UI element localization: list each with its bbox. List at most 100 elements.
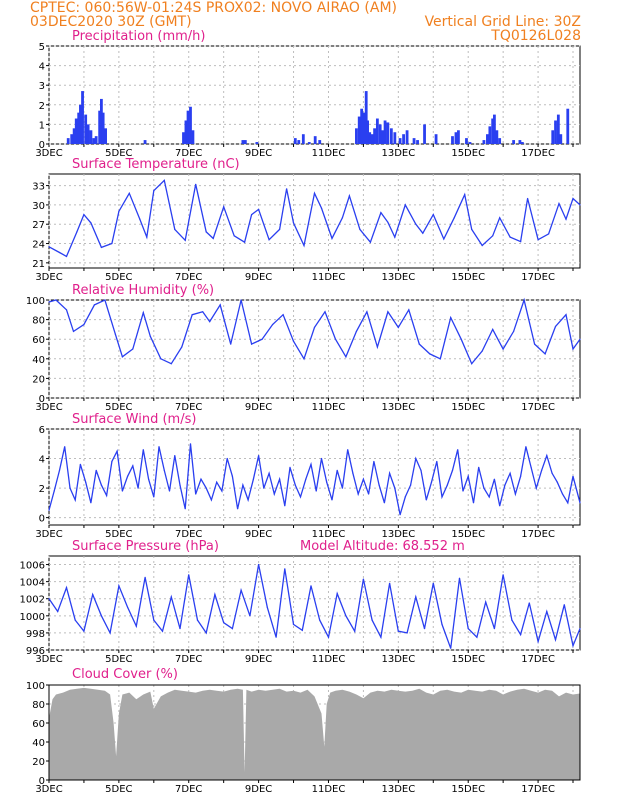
x-tick-label: 3DEC <box>35 654 62 665</box>
precip-bar <box>551 130 555 144</box>
x-tick-label: 7DEC <box>175 402 202 413</box>
data-point <box>174 455 176 457</box>
data-point <box>502 348 504 350</box>
data-point <box>499 217 501 219</box>
data-point <box>404 204 406 206</box>
data-point <box>219 304 221 306</box>
x-tick-label: 17DEC <box>521 529 555 540</box>
precip-bar <box>243 140 247 144</box>
header-vertical-grid-note: Vertical Grid Line: 30Z <box>424 14 581 30</box>
data-point <box>504 484 506 486</box>
precip-bar <box>301 134 305 144</box>
data-point <box>509 236 511 238</box>
x-tick-label: 5DEC <box>105 402 132 413</box>
data-point <box>548 233 550 235</box>
data-point <box>189 443 192 445</box>
panel-title: Surface Wind (m/s) <box>72 412 196 427</box>
data-point <box>161 630 164 632</box>
data-point <box>214 593 216 596</box>
data-point <box>380 636 382 638</box>
data-point <box>251 214 253 216</box>
data-point <box>258 208 260 210</box>
x-tick-label: 3DEC <box>35 272 62 283</box>
data-point <box>546 610 548 613</box>
x-tick-label: 11DEC <box>312 529 346 540</box>
data-point <box>95 469 97 471</box>
data-point <box>268 472 270 474</box>
data-point <box>432 582 434 584</box>
x-tick-label: 9DEC <box>245 402 272 413</box>
y-tick-label: 1002 <box>20 595 45 606</box>
data-point <box>160 358 162 360</box>
data-point <box>572 645 574 647</box>
data-point <box>153 496 155 498</box>
data-point <box>303 244 305 247</box>
x-tick-label: 5DEC <box>105 529 132 540</box>
data-point <box>458 577 461 579</box>
data-point <box>537 239 539 241</box>
y-tick-label: 996 <box>26 646 45 657</box>
data-point <box>118 585 120 587</box>
data-point <box>79 463 81 465</box>
data-point <box>579 502 581 504</box>
x-tick-label: 5DEC <box>105 654 132 665</box>
data-point <box>572 197 574 200</box>
data-point <box>310 585 312 587</box>
data-point <box>127 475 129 477</box>
data-point <box>446 484 448 486</box>
panel-cloud: 3DEC 5DEC 7DEC 9DEC 11DEC 13DEC 15DEC 17DEC 0 20 4… <box>26 667 581 795</box>
x-tick-label: 15DEC <box>451 272 485 283</box>
precip-bar <box>566 108 570 144</box>
precip-bar <box>72 128 76 144</box>
x-tick-label: 11DEC <box>312 654 346 665</box>
data-point <box>368 493 370 495</box>
y-tick-label: 0 <box>39 514 45 525</box>
x-tick-label: 15DEC <box>451 784 485 795</box>
data-point <box>534 343 536 345</box>
data-point <box>565 314 567 316</box>
precip-bar <box>104 128 107 144</box>
data-point <box>563 604 565 606</box>
data-point <box>48 246 50 248</box>
data-point <box>132 465 134 467</box>
data-point <box>310 463 312 465</box>
y-tick-label: 27 <box>32 220 45 231</box>
x-tick-label: 5DEC <box>105 784 132 795</box>
x-tick-label: 11DEC <box>312 784 346 795</box>
x-tick-label: 17DEC <box>521 784 555 795</box>
data-point <box>153 619 155 621</box>
data-point <box>149 335 151 337</box>
precip-bar <box>482 140 486 144</box>
data-point <box>457 449 459 451</box>
data-point <box>168 490 171 492</box>
data-point <box>57 610 59 613</box>
data-point <box>362 578 364 580</box>
data-point <box>195 183 197 185</box>
data-point <box>415 223 417 225</box>
data-point <box>65 255 68 257</box>
precip-bar <box>556 114 560 144</box>
data-point <box>499 505 501 507</box>
precip-bar <box>74 118 78 144</box>
data-point <box>348 195 350 197</box>
x-tick-label: 15DEC <box>451 654 485 665</box>
data-point <box>90 502 92 504</box>
precip-bar <box>457 130 460 144</box>
precip-bar <box>468 142 472 144</box>
y-tick-label: 5 <box>39 42 45 53</box>
y-tick-label: 100 <box>26 681 45 692</box>
precip-bar <box>89 130 93 144</box>
precip-bar <box>84 114 88 144</box>
precip-bar <box>412 138 416 144</box>
y-tick-label: 40 <box>32 355 45 366</box>
data-point <box>292 222 295 224</box>
data-point <box>406 632 408 634</box>
data-point <box>279 228 281 230</box>
data-point <box>249 615 251 617</box>
data-point <box>65 309 68 311</box>
data-point <box>357 493 359 495</box>
series-line-wind <box>48 443 581 515</box>
data-point <box>48 301 50 303</box>
data-point <box>294 484 296 486</box>
data-point <box>266 606 268 608</box>
